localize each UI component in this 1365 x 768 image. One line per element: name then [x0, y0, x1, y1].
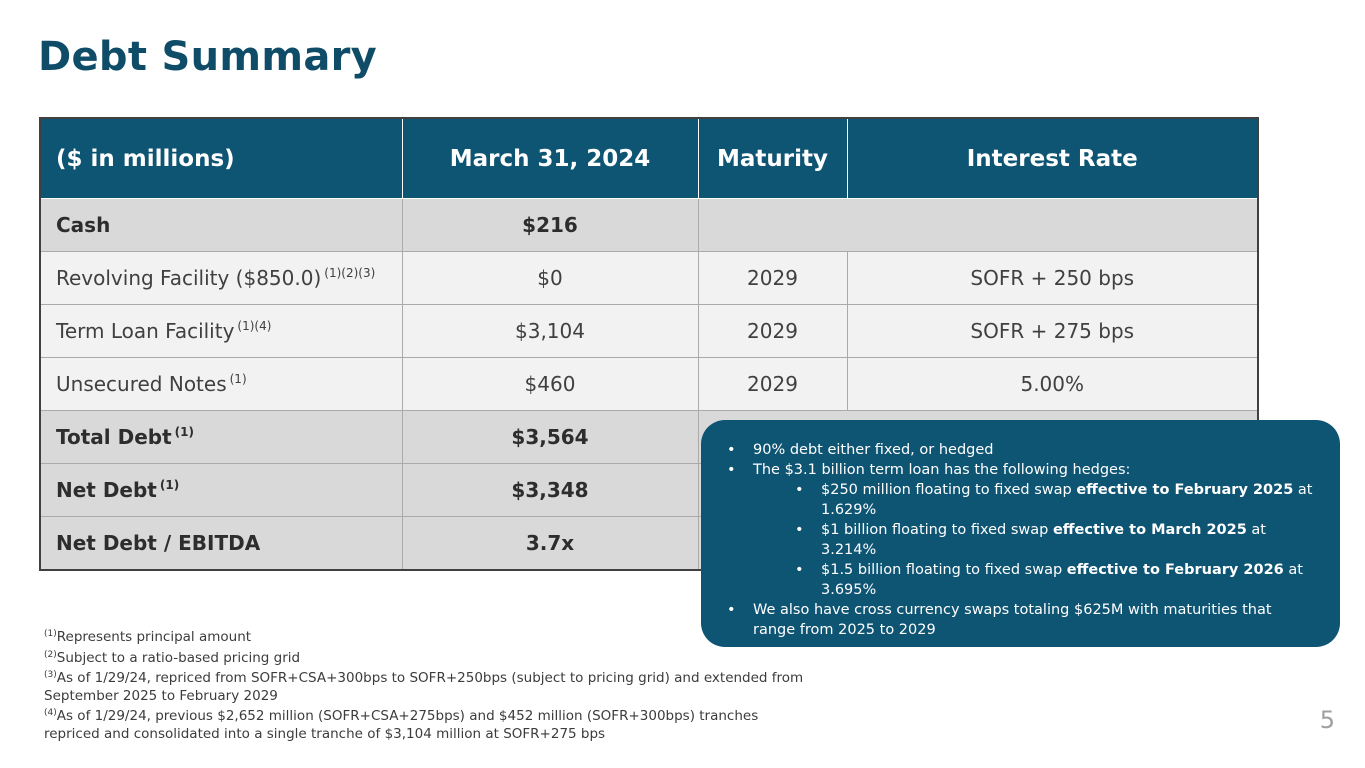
callout-bullet: We also have cross currency swaps totali… — [727, 600, 1316, 640]
footnote: (1)Represents principal amount — [44, 629, 252, 645]
row-amount: $0 — [401, 251, 699, 305]
footnote: (3)As of 1/29/24, repriced from SOFR+CSA… — [44, 670, 804, 704]
footnote-ref: (1)(4) — [237, 319, 272, 333]
row-rate: SOFR + 250 bps — [846, 251, 1259, 305]
header-interest-rate: Interest Rate — [846, 117, 1259, 199]
callout-list: We also have cross currency swaps totali… — [727, 600, 1316, 640]
row-amount: $3,104 — [401, 304, 699, 358]
row-maturity: 2029 — [697, 304, 848, 358]
table-row-unsecured-notes: Unsecured Notes (1) $460 2029 5.00% — [39, 357, 1259, 411]
row-label: Total Debt (1) — [39, 410, 403, 464]
footnote-ref: (1) — [159, 478, 180, 492]
row-label: Unsecured Notes (1) — [39, 357, 403, 411]
callout-subbullet: $1 billion floating to fixed swap effect… — [795, 520, 1316, 560]
callout-bullet: 90% debt either fixed, or hedged — [727, 440, 1316, 460]
row-amount: $460 — [401, 357, 699, 411]
table-header-row: ($ in millions) March 31, 2024 Maturity … — [39, 117, 1259, 199]
callout-list: 90% debt either fixed, or hedged The $3.… — [727, 440, 1316, 480]
page-number: 5 — [1319, 706, 1335, 734]
row-amount: $216 — [401, 198, 699, 252]
table-row-revolver: Revolving Facility ($850.0) (1)(2)(3) $0 … — [39, 251, 1259, 305]
table-row-cash: Cash $216 — [39, 198, 1259, 252]
footnote-ref: (1) — [229, 372, 247, 386]
header-maturity: Maturity — [697, 117, 848, 199]
row-amount: 3.7x — [401, 516, 699, 571]
footnote-ref: (1)(2)(3) — [324, 266, 376, 280]
row-maturity: 2029 — [697, 357, 848, 411]
header-date: March 31, 2024 — [401, 117, 699, 199]
row-label: Term Loan Facility (1)(4) — [39, 304, 403, 358]
row-label: Net Debt (1) — [39, 463, 403, 517]
row-rate: 5.00% — [846, 357, 1259, 411]
row-maturity: 2029 — [697, 251, 848, 305]
callout-bullet: The $3.1 billion term loan has the follo… — [727, 460, 1316, 480]
footnotes: (1)Represents principal amount (2)Subjec… — [44, 626, 804, 743]
row-label: Net Debt / EBITDA — [39, 516, 403, 571]
footnote: (4)As of 1/29/24, previous $2,652 millio… — [44, 708, 759, 742]
row-empty-cell — [697, 198, 1259, 252]
row-label: Cash — [39, 198, 403, 252]
row-amount: $3,348 — [401, 463, 699, 517]
hedge-callout-box: 90% debt either fixed, or hedged The $3.… — [701, 420, 1340, 647]
callout-subbullet: $250 million floating to fixed swap effe… — [795, 480, 1316, 520]
table-row-term-loan: Term Loan Facility (1)(4) $3,104 2029 SOF… — [39, 304, 1259, 358]
callout-sublist: $250 million floating to fixed swap effe… — [795, 480, 1316, 600]
page-title: Debt Summary — [38, 34, 378, 80]
row-label: Revolving Facility ($850.0) (1)(2)(3) — [39, 251, 403, 305]
header-label: ($ in millions) — [39, 117, 403, 199]
row-rate: SOFR + 275 bps — [846, 304, 1259, 358]
callout-subbullet: $1.5 billion floating to fixed swap effe… — [795, 560, 1316, 600]
row-amount: $3,564 — [401, 410, 699, 464]
footnote-ref: (1) — [174, 425, 194, 439]
footnote: (2)Subject to a ratio-based pricing grid — [44, 649, 301, 666]
